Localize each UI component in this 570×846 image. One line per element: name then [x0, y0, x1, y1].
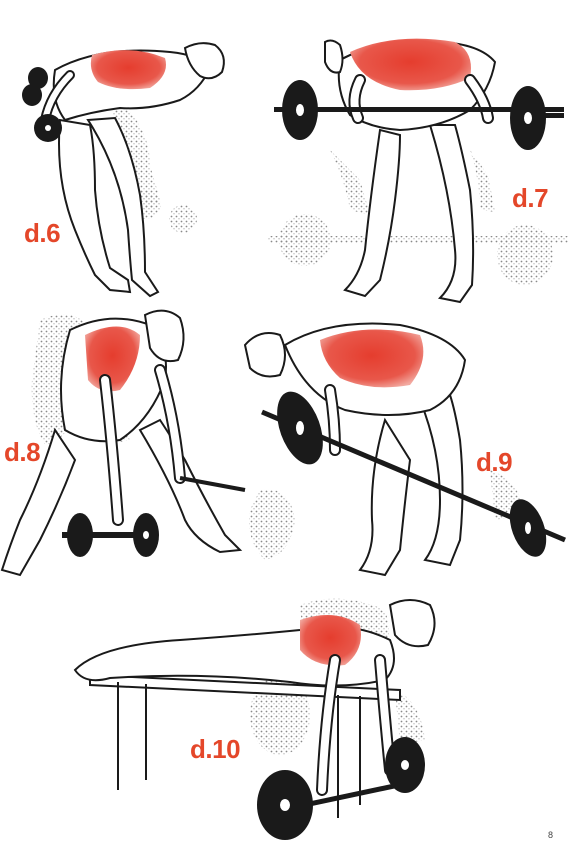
figure-label-d7: d.7 — [512, 183, 549, 213]
shoulder-muscle-highlight — [85, 326, 140, 392]
back-muscle-highlight — [350, 38, 471, 91]
figure-d9 — [243, 322, 566, 577]
dumbbell-d8 — [62, 513, 159, 557]
bench — [89, 673, 401, 818]
figure-label-d10: d.10 — [190, 734, 241, 764]
rear-deltoid-highlight-d10 — [300, 615, 361, 666]
rear-deltoid-highlight — [90, 50, 166, 90]
figure-d10 — [73, 598, 436, 840]
legs — [58, 118, 132, 294]
figure-label-d8: d.8 — [4, 437, 41, 467]
figure-label-d6: d.6 — [24, 218, 61, 248]
dumbbell-d6 — [22, 67, 62, 142]
figure-label-d9: d.9 — [476, 447, 513, 477]
head — [183, 42, 225, 80]
ghost-arm-stipple — [112, 100, 160, 209]
barbell-d10 — [257, 737, 425, 840]
page-number: 8 — [548, 830, 554, 840]
back-muscle-highlight-d9 — [320, 329, 424, 388]
figure-d8 — [0, 309, 246, 577]
barbell-d7 — [274, 80, 564, 150]
figure-d7 — [268, 38, 568, 304]
barbell-d9 — [261, 391, 566, 557]
figure-d6 — [22, 42, 225, 298]
